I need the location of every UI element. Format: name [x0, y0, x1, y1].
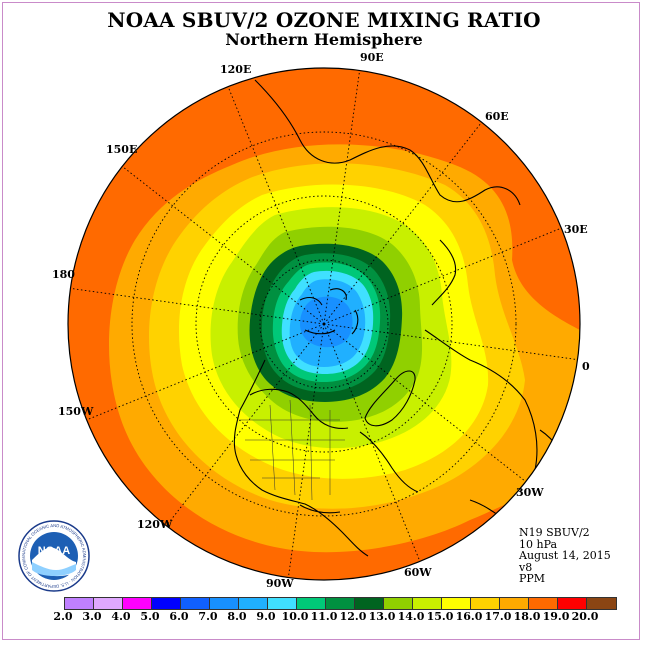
colorbar-swatch: [500, 598, 529, 609]
units-text: PPM: [519, 572, 546, 585]
meridian-line: [227, 86, 325, 325]
colorbar-swatch: [471, 598, 500, 609]
colorbar-tick-label: 6.0: [169, 610, 189, 623]
colorbar-tick-label: 14.0: [397, 610, 425, 623]
lon-label-30w: 30W: [516, 486, 544, 499]
colorbar-swatch: [529, 598, 558, 609]
lon-label-120e: 120E: [220, 63, 252, 76]
colorbar-ticks: 2.0 3.0 4.0 5.0 6.0 7.0 8.0 9.0 10.0 11.0 12.0 13.0…: [48, 610, 608, 624]
meridian-line: [323, 323, 421, 562]
colorbar-swatch: [413, 598, 442, 609]
colorbar-tick-label: 9.0: [256, 610, 276, 623]
colorbar-swatch: [123, 598, 152, 609]
lon-label-90w: 90W: [266, 577, 294, 590]
greenland-coast: [364, 370, 416, 427]
lon-label-0: 0: [582, 360, 590, 373]
colorbar-swatch: [384, 598, 413, 609]
map-subtitle: Northern Hemisphere: [225, 30, 423, 49]
meridian-line: [287, 323, 325, 578]
meridian-line: [323, 121, 482, 325]
colorbar-tick-label: 2.0: [53, 610, 73, 623]
colorbar-swatch: [442, 598, 471, 609]
colorbar-tick-label: 13.0: [368, 610, 396, 623]
contour-7: [300, 296, 353, 348]
meridian-line: [323, 323, 527, 482]
version-text: v8: [519, 560, 533, 574]
graticule: [70, 70, 578, 578]
colorbar-tick-label: 3.0: [82, 610, 102, 623]
latitude-circle: [259, 259, 389, 389]
instrument-text: N19 SBUV/2: [519, 526, 590, 539]
north-america-coast: [233, 359, 419, 557]
colorbar-swatch: [587, 598, 616, 609]
lon-label-120w: 120W: [137, 518, 173, 531]
ozone-contours: [68, 68, 580, 580]
colorbar-swatch: [326, 598, 355, 609]
meridian-line: [323, 227, 562, 325]
colorbar-tick-label: 16.0: [455, 610, 483, 623]
colorbar-swatch: [297, 598, 326, 609]
logo-text: NOAA: [38, 545, 70, 557]
colorbar-swatch: [181, 598, 210, 609]
colorbar-swatch: [268, 598, 297, 609]
meridian-line: [70, 287, 325, 325]
lon-label-60e: 60E: [485, 110, 509, 123]
colorbar-swatch: [152, 598, 181, 609]
meridian-line: [121, 166, 325, 325]
latitude-circle: [131, 131, 517, 517]
colorbar-swatch: [239, 598, 268, 609]
colorbar-swatch: [355, 598, 384, 609]
meridian-line: [166, 323, 325, 527]
colorbar-tick-label: 4.0: [111, 610, 131, 623]
figure-border: [2, 2, 640, 640]
colorbar-swatch: [558, 598, 587, 609]
noaa-logo: NOAA NATIONAL OCEANIC AND ATMOSPHERIC AD…: [18, 520, 90, 592]
colorbar-tick-label: 12.0: [339, 610, 367, 623]
colorbar-tick-label: 20.0: [571, 610, 599, 623]
colorbar-tick-label: 7.0: [198, 610, 218, 623]
us-state-lines: [240, 399, 345, 501]
eurasia-coast: [254, 79, 538, 471]
colorbar: [64, 597, 617, 610]
colorbar-swatch: [65, 598, 94, 609]
colorbar-tick-label: 10.0: [281, 610, 309, 623]
product-info: N19 SBUV/2 10 hPa August 14, 2015 v8 PPM: [519, 527, 611, 585]
colorbar-tick-label: 5.0: [140, 610, 160, 623]
meridian-line: [323, 70, 361, 325]
lon-label-60w: 60W: [404, 566, 432, 579]
colorbar-tick-label: 18.0: [513, 610, 541, 623]
colorbar-tick-label: 15.0: [426, 610, 454, 623]
colorbar-swatch: [210, 598, 239, 609]
map-boundary: [67, 67, 581, 581]
colorbar-tick-label: 8.0: [227, 610, 247, 623]
colorbar-tick-label: 11.0: [310, 610, 338, 623]
latitude-circle: [195, 195, 453, 453]
colorbar-swatch: [94, 598, 123, 609]
lon-label-180: 180: [52, 268, 75, 281]
lon-label-30e: 30E: [564, 223, 588, 236]
lon-label-150e: 150E: [106, 143, 138, 156]
pressure-level-text: 10 hPa: [519, 537, 558, 551]
date-text: August 14, 2015: [519, 549, 611, 562]
map-title: NOAA SBUV/2 OZONE MIXING RATIO: [107, 8, 541, 32]
colorbar-tick-label: 19.0: [542, 610, 570, 623]
colorbar-tick-label: 17.0: [484, 610, 512, 623]
meridian-line: [86, 323, 325, 421]
lon-label-90e: 90E: [360, 51, 384, 64]
lon-label-150w: 150W: [58, 405, 94, 418]
meridian-line: [323, 323, 578, 361]
